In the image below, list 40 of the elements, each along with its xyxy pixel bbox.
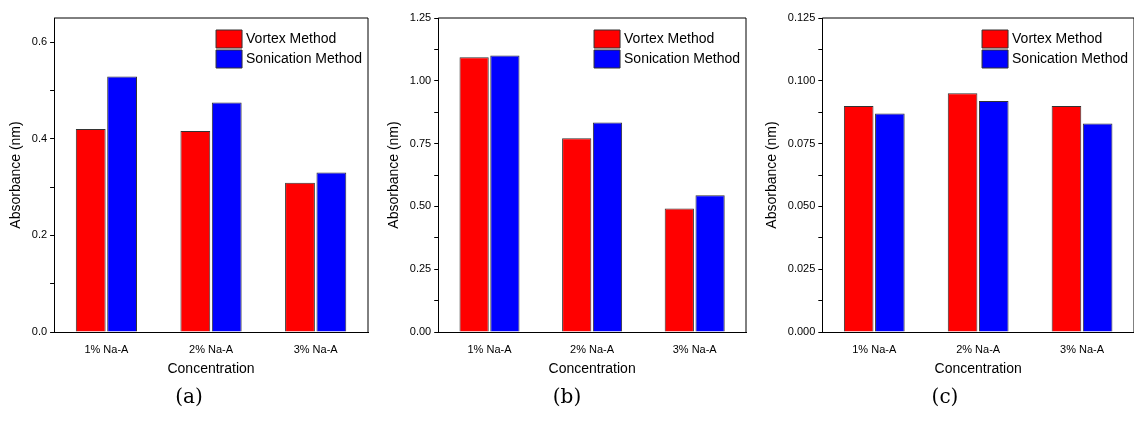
y-tick-label: 0.100	[787, 73, 816, 86]
x-tick-label: 2% Na-A	[570, 342, 615, 355]
y-tick-label: 0.00	[409, 325, 432, 338]
y-tick-label: 0.50	[409, 199, 432, 212]
text: (c)	[930, 384, 960, 408]
y-tick-label: 1.00	[409, 73, 432, 86]
text: (b)	[551, 384, 583, 408]
y-tick-label: 0.025	[787, 262, 816, 275]
x-axis-title: Concentration	[934, 360, 1022, 377]
y-tick-label: 0.050	[787, 199, 816, 212]
y-tick-label: 0.75	[409, 136, 432, 149]
legend-label: Vortex Method	[624, 29, 715, 46]
x-tick-label: 3% Na-A	[1060, 342, 1105, 355]
y-tick-label: 0.2	[31, 228, 48, 241]
legend-label: Vortex Method	[1012, 29, 1103, 46]
y-tick-label: 0.000	[787, 325, 816, 338]
x-tick-label: 3% Na-A	[293, 342, 339, 355]
y-axis-title: Absorbance (nm)	[385, 121, 402, 229]
y-axis-title: Absorbance (nm)	[7, 121, 24, 229]
x-tick-label: 1% Na-A	[467, 342, 513, 355]
legend-label: Vortex Method	[246, 29, 337, 46]
y-tick-label: 1.25	[409, 11, 432, 24]
legend-label: Sonication Method	[1012, 49, 1128, 66]
x-tick-label: 3% Na-A	[672, 342, 718, 355]
y-tick-label: 0.4	[31, 131, 48, 144]
legend-label: Sonication Method	[624, 49, 740, 66]
x-tick-label: 2% Na-A	[956, 342, 1001, 355]
x-tick-label: 2% Na-A	[189, 342, 234, 355]
y-tick-label: 0.25	[409, 262, 432, 275]
x-axis-title: Concentration	[167, 360, 255, 377]
x-axis-title: Concentration	[548, 360, 636, 377]
y-tick-label: 0.0	[31, 325, 48, 338]
legend-label: Sonication Method	[246, 49, 362, 66]
y-tick-label: 0.125	[787, 11, 816, 24]
y-axis-title: Absorbance (nm)	[763, 121, 780, 229]
x-tick-label: 1% Na-A	[84, 342, 130, 355]
x-tick-label: 1% Na-A	[852, 342, 897, 355]
y-tick-label: 0.075	[787, 136, 816, 149]
text: (a)	[174, 384, 204, 408]
y-tick-label: 0.6	[31, 35, 48, 48]
